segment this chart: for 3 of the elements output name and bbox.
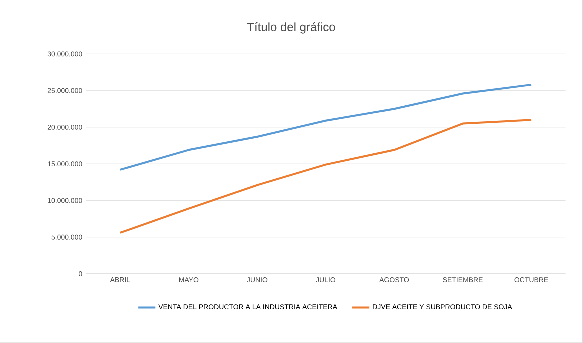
line-series: [119, 119, 533, 234]
chart-title: Título del gráfico: [247, 22, 336, 34]
line-series: [119, 84, 533, 171]
